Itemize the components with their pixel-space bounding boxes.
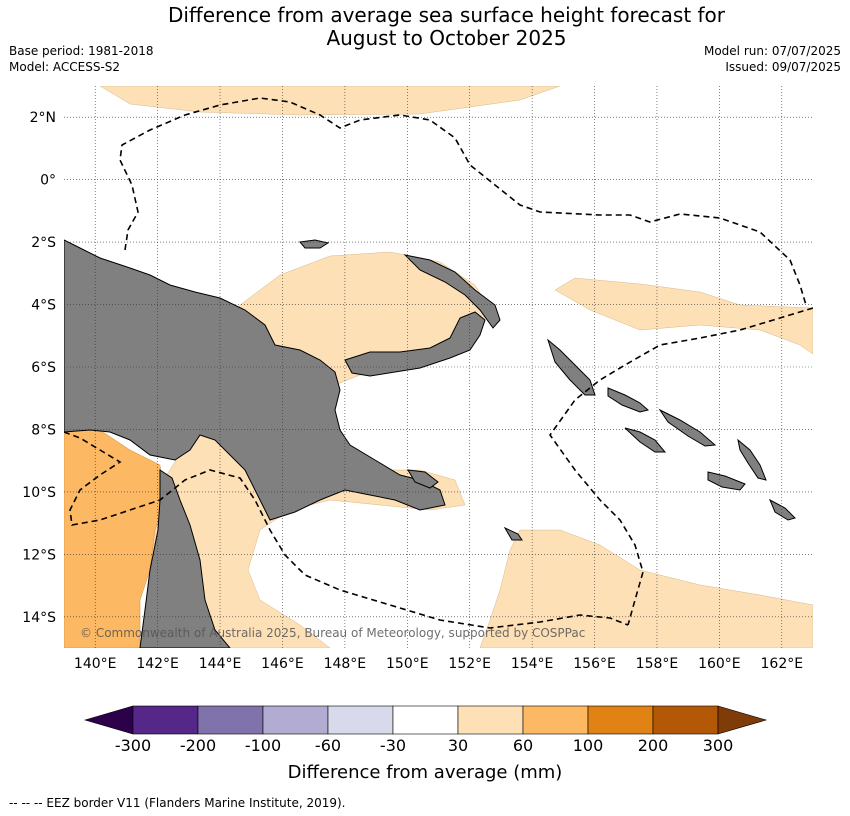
- colorbar-tick-label: 30: [448, 736, 468, 755]
- colorbar-tick-label: -200: [180, 736, 216, 755]
- colorbar-tick-label: 200: [638, 736, 669, 755]
- land-choiseul: [607, 387, 650, 413]
- base-period: Base period: 1981-2018: [9, 44, 154, 58]
- land-guadalcanal: [707, 471, 746, 491]
- latitude-labels: 2°N 0° 2°S 4°S 6°S 8°S 10°S 12°S 14°S: [22, 110, 56, 626]
- land-new-ireland: [403, 254, 501, 329]
- lon-label: 162°E: [761, 656, 804, 672]
- colorbar-bin: [652, 705, 719, 735]
- meta-left: Base period: 1981-2018 Model: ACCESS-S2: [9, 43, 154, 75]
- colorbar-tick-label: 100: [573, 736, 604, 755]
- lat-label: 14°S: [22, 610, 56, 626]
- colorbar-title: Difference from average (mm): [288, 762, 563, 783]
- colorbar-tick-labels: -300 -200 -100 -60 -30 30 60 100 200 300: [115, 736, 733, 755]
- land-malaita: [737, 438, 767, 481]
- lat-label: 8°S: [31, 422, 56, 438]
- credit-text: © Commonwealth of Australia 2025, Bureau…: [80, 626, 585, 640]
- anomaly-30-60-north: [99, 86, 561, 116]
- land-new-britain: [344, 311, 486, 377]
- colorbar-tick-label: 60: [513, 736, 533, 755]
- colorbar-bin: [587, 705, 654, 735]
- colorbar-tick-label: -100: [245, 736, 281, 755]
- lat-label: 12°S: [22, 547, 56, 563]
- footnote-eez-source: -- -- -- EEZ border V11 (Flanders Marine…: [9, 796, 346, 810]
- anomaly-30-60-east: [554, 277, 813, 355]
- colorbar-bin: [522, 705, 589, 735]
- title-line-2: August to October 2025: [326, 26, 567, 50]
- lon-label: 148°E: [324, 656, 367, 672]
- colorbar-tick-label: -60: [315, 736, 341, 755]
- lat-label: 2°N: [30, 110, 56, 126]
- title-line-1: Difference from average sea surface heig…: [167, 3, 726, 27]
- lat-label: 0°: [40, 173, 56, 189]
- eez-border-south: [64, 431, 629, 629]
- colorbar-bin: [457, 705, 524, 735]
- colorbar-extend-low: [83, 705, 134, 735]
- issued-date: Issued: 09/07/2025: [725, 60, 841, 74]
- eez-border-png: [119, 97, 807, 306]
- lat-label: 4°S: [31, 298, 56, 314]
- anomaly-30-60-south-east: [479, 529, 813, 648]
- land-makira: [769, 498, 796, 521]
- colorbar-bin: [262, 705, 329, 735]
- lon-label: 154°E: [511, 656, 554, 672]
- land-louisiade: [503, 526, 523, 541]
- model-name: Model: ACCESS-S2: [9, 60, 121, 74]
- anomaly-60-100-gulf: [64, 429, 166, 648]
- map-area: © Commonwealth of Australia 2025, Bureau…: [64, 86, 813, 648]
- chart-title: Difference from average sea surface heig…: [0, 4, 850, 50]
- land-dentrecasteaux: [407, 469, 439, 489]
- lon-label: 146°E: [261, 656, 304, 672]
- graticule: [64, 86, 813, 648]
- lon-label: 142°E: [136, 656, 179, 672]
- colorbar-bin: [327, 705, 394, 735]
- land-new-georgia: [624, 427, 667, 453]
- land-new-guinea: [64, 239, 446, 521]
- colorbar-tick-label: 300: [703, 736, 734, 755]
- model-run: Model run: 07/07/2025: [703, 44, 841, 58]
- colorbar-tick-label: -300: [115, 736, 151, 755]
- colorbar: [83, 705, 768, 735]
- colorbar-bin: [197, 705, 264, 735]
- lon-label: 140°E: [74, 656, 117, 672]
- lon-label: 160°E: [698, 656, 741, 672]
- meta-right: Model run: 07/07/2025 Issued: 09/07/2025: [704, 43, 841, 75]
- land-bougainville: [547, 338, 596, 396]
- lon-label: 158°E: [636, 656, 679, 672]
- lon-label: 150°E: [386, 656, 429, 672]
- lat-label: 6°S: [31, 360, 56, 376]
- eez-border-solomons: [549, 307, 813, 626]
- colorbar-extend-high: [717, 705, 768, 735]
- lat-label: 10°S: [22, 485, 56, 501]
- colorbar-tick-label: -30: [380, 736, 406, 755]
- land-cape-york: [139, 469, 231, 648]
- land-santa-isabel: [658, 408, 717, 447]
- lon-label: 156°E: [573, 656, 616, 672]
- colorbar-bin: [392, 705, 459, 735]
- colorbar-bin: [132, 705, 199, 735]
- lon-label: 152°E: [448, 656, 491, 672]
- lon-label: 144°E: [199, 656, 242, 672]
- longitude-labels: 140°E 142°E 144°E 146°E 148°E 150°E 152°…: [74, 656, 803, 672]
- lat-label: 2°S: [31, 235, 56, 251]
